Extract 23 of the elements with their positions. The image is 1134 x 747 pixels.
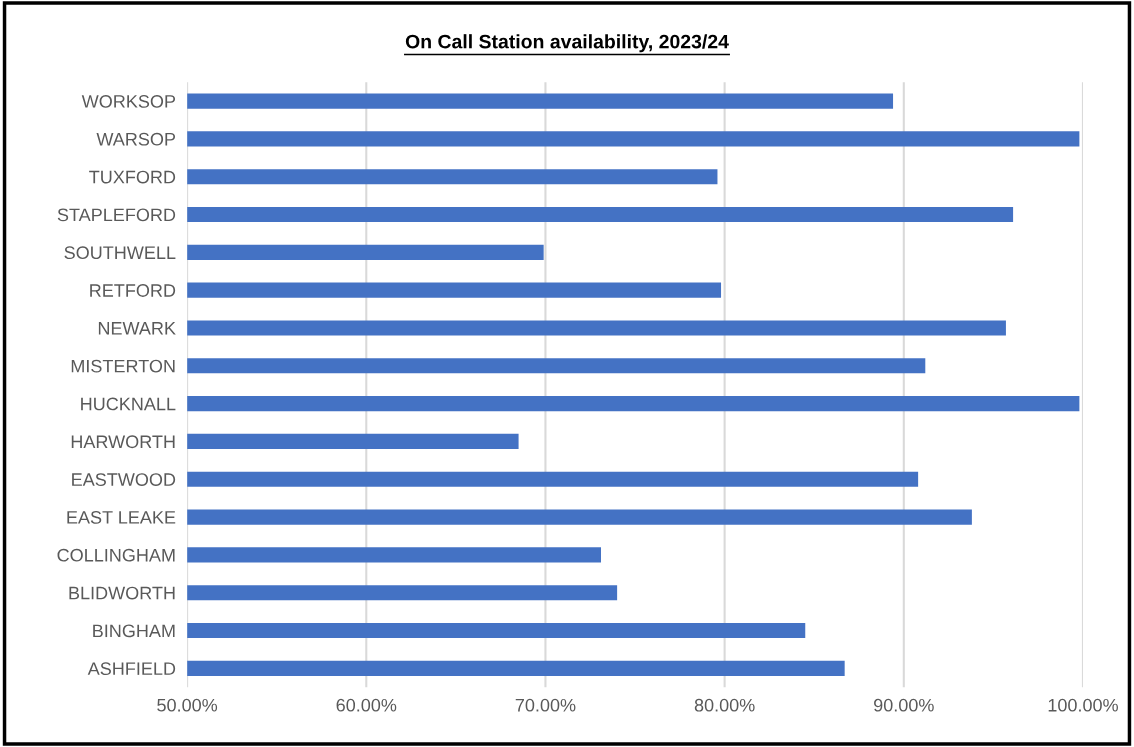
y-tick-label: COLLINGHAM xyxy=(57,548,175,562)
y-tick-label: HUCKNALL xyxy=(81,397,176,411)
y-tick-label: BLIDWORTH xyxy=(69,586,175,600)
x-tick-label: 50.00% xyxy=(157,698,218,712)
y-tick-label: WORKSOP xyxy=(81,95,176,108)
y-tick-label: EAST LEAKE xyxy=(67,511,176,524)
y-tick-label: HARWORTH xyxy=(71,435,175,449)
x-tick-label: 100.00% xyxy=(1048,698,1118,712)
y-tick-label: MISTERTON xyxy=(71,359,175,373)
x-tick-label: 60.00% xyxy=(336,698,397,712)
x-tick-label: 70.00% xyxy=(515,698,576,712)
y-tick-label: NEWARK xyxy=(98,322,176,335)
y-tick-label: BINGHAM xyxy=(93,624,175,638)
y-tick-label: STAPLEFORD xyxy=(57,208,176,222)
y-tick-label: ASHFIELD xyxy=(87,662,176,676)
chart-title: On Call Station availability, 2023/24 xyxy=(405,34,729,53)
y-tick-label: TUXFORD xyxy=(89,170,176,184)
x-tick-label: 80.00% xyxy=(694,698,755,712)
x-tick-label: 90.00% xyxy=(874,698,934,712)
y-tick-label: WARSOP xyxy=(96,132,176,146)
y-tick-label: EASTWOOD xyxy=(72,473,176,486)
y-tick-label: SOUTHWELL xyxy=(64,246,176,260)
y-tick-label: RETFORD xyxy=(90,284,176,297)
